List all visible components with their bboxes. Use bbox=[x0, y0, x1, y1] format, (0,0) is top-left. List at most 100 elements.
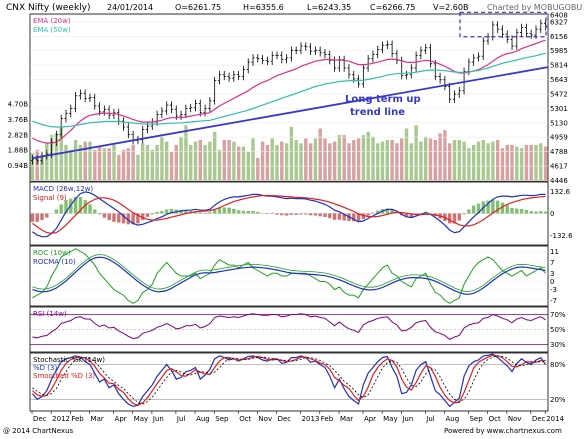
macd-histogram-bar bbox=[395, 212, 399, 214]
volume-bar bbox=[203, 144, 207, 181]
price-tick-label: 5301 bbox=[550, 105, 568, 113]
macd-histogram-bar bbox=[361, 213, 366, 219]
volume-bar bbox=[237, 146, 241, 181]
macd-histogram-bar bbox=[404, 213, 409, 218]
macd-histogram-bar bbox=[505, 205, 509, 214]
price-tick-label: 4446 bbox=[550, 177, 568, 185]
legend-macd: MACD (26w,12w) bbox=[33, 185, 93, 193]
volume-bar bbox=[539, 143, 543, 181]
x-tick-label: Feb bbox=[71, 415, 84, 423]
x-tick-label: Nov bbox=[258, 415, 272, 423]
volume-bar bbox=[93, 149, 97, 181]
volume-bar bbox=[40, 154, 44, 181]
volume-bar bbox=[433, 140, 437, 181]
macd-histogram-bar bbox=[318, 213, 322, 217]
legend-ema-50w: EMA (50w) bbox=[33, 26, 71, 34]
macd-histogram-bar bbox=[213, 209, 217, 214]
macd-histogram-bar bbox=[376, 210, 380, 214]
ema-20w-line bbox=[32, 39, 546, 144]
volume-bar bbox=[395, 143, 399, 181]
volume-bar bbox=[112, 144, 116, 181]
macd-histogram-bar bbox=[270, 213, 274, 214]
volume-bar bbox=[404, 128, 409, 181]
macd-histogram-bar bbox=[88, 204, 92, 214]
volume-bar bbox=[126, 148, 130, 181]
macd-histogram-bar bbox=[476, 203, 481, 214]
legend-ema-20w: EMA (20w) bbox=[33, 17, 71, 25]
volume-bar bbox=[141, 143, 145, 181]
volume-bar bbox=[515, 146, 519, 181]
macd-histogram-bar bbox=[198, 212, 202, 214]
trend-annotation-line2: trend line bbox=[350, 107, 405, 118]
volume-bar bbox=[519, 148, 524, 181]
macd-histogram-bar bbox=[160, 211, 164, 214]
volume-bar bbox=[117, 154, 121, 181]
price-tick-label: 5643 bbox=[550, 76, 568, 84]
volume-bar bbox=[145, 144, 150, 181]
x-tick-label: Jun bbox=[401, 415, 413, 423]
macd-histogram-bar bbox=[237, 210, 241, 214]
macd-histogram-bar bbox=[524, 210, 529, 214]
x-tick-label: Jul bbox=[425, 415, 435, 423]
x-tick-label: Aug bbox=[196, 415, 210, 423]
x-tick-label: Jul bbox=[176, 415, 186, 423]
volume-bar bbox=[505, 144, 509, 181]
volume-bar bbox=[524, 144, 529, 181]
x-tick-label: Dec bbox=[33, 415, 47, 423]
x-tick-label: Oct bbox=[489, 415, 501, 423]
stochastic-tick-label: 80% bbox=[550, 361, 566, 369]
macd-histogram-bar bbox=[64, 200, 68, 214]
volume-bar bbox=[193, 141, 198, 181]
roc-tick-label: -3 bbox=[550, 286, 557, 294]
volume-bar bbox=[510, 144, 514, 181]
volume-bar bbox=[179, 136, 183, 181]
x-tick-label: Feb bbox=[321, 415, 334, 423]
rsi-tick-label: 30% bbox=[550, 341, 566, 349]
macd-histogram-bar bbox=[313, 213, 318, 216]
macd-histogram-bar bbox=[529, 211, 533, 214]
macd-histogram-bar bbox=[35, 213, 39, 222]
macd-histogram-bar bbox=[543, 211, 548, 214]
macd-histogram-bar bbox=[448, 213, 452, 224]
volume-bar bbox=[313, 138, 318, 181]
signal-line bbox=[32, 195, 546, 235]
volume-tick-label: 0.94B bbox=[8, 162, 29, 170]
macd-histogram-bar bbox=[500, 202, 505, 214]
stochastic-smoothed-d-line bbox=[32, 355, 546, 405]
volume-bar bbox=[78, 144, 83, 181]
volume-bar bbox=[438, 133, 442, 181]
x-tick-label: 2014 bbox=[546, 415, 564, 423]
volume-bar bbox=[97, 146, 102, 181]
stochastic-k-line bbox=[31, 353, 547, 408]
volume-bar bbox=[280, 141, 284, 181]
volume-bar bbox=[467, 148, 471, 181]
volume-bar bbox=[529, 144, 533, 181]
volume-bar bbox=[136, 154, 140, 181]
volume-bar bbox=[318, 128, 322, 181]
volume-bar bbox=[443, 130, 447, 181]
volume-bar bbox=[414, 125, 418, 181]
volume-bar bbox=[457, 140, 461, 181]
macd-histogram-bar bbox=[275, 213, 279, 215]
volume-bar bbox=[323, 138, 327, 181]
volume-bar bbox=[222, 140, 226, 181]
macd-histogram-bar bbox=[472, 205, 476, 214]
header-open: O=6261.75 bbox=[175, 3, 222, 12]
volume-bar bbox=[107, 148, 111, 181]
volume-bar bbox=[500, 148, 505, 181]
volume-bar bbox=[486, 143, 490, 181]
macd-histogram-bar bbox=[40, 213, 44, 221]
macd-histogram-bar bbox=[246, 211, 250, 214]
macd-histogram-bar bbox=[308, 213, 313, 216]
macd-histogram-bar bbox=[265, 213, 270, 214]
price-tick-label: 6408 bbox=[550, 12, 568, 20]
legend-roc: ROC (10w) bbox=[33, 249, 71, 257]
volume-bar bbox=[102, 148, 107, 181]
volume-bar bbox=[54, 133, 59, 181]
header-low: L=6243.35 bbox=[307, 3, 352, 12]
volume-bar bbox=[73, 140, 78, 181]
price-tick-label: 4617 bbox=[550, 163, 568, 171]
volume-bar bbox=[380, 141, 385, 181]
